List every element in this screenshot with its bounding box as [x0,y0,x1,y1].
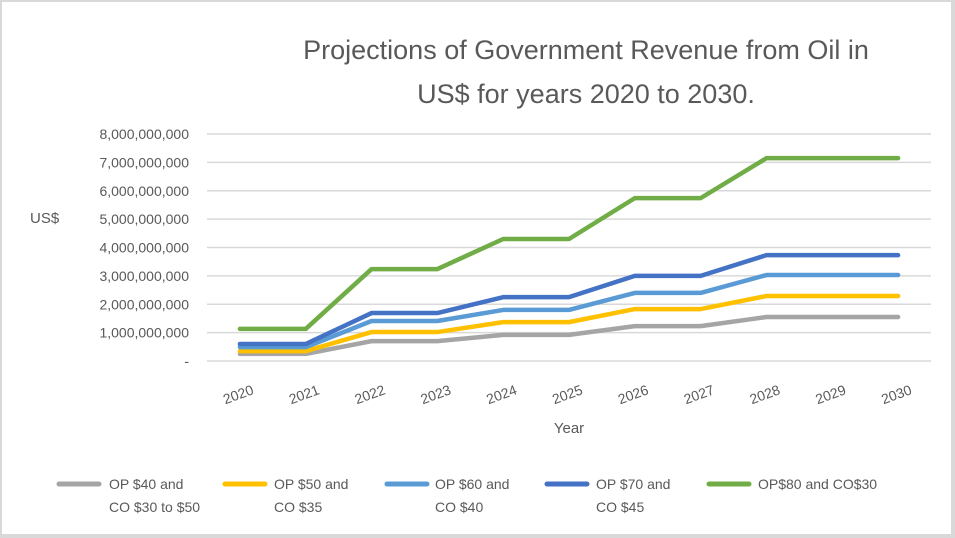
y-tick-label: 4,000,000,000 [99,240,189,256]
x-axis-title: Year [554,420,584,437]
x-tick-label: 2025 [550,381,585,407]
legend-item: OP $70 and CO $45 [544,476,670,515]
chart-title-line-1: Projections of Government Revenue from O… [303,35,869,65]
x-tick-label: 2024 [484,381,519,407]
y-tick-label: 1,000,000,000 [99,325,189,341]
y-tick-label: 3,000,000,000 [99,268,189,284]
legend-label: OP $50 and [274,476,348,492]
x-tick-label: 2029 [813,381,848,407]
series-line [237,155,901,332]
y-axis-title: US$ [30,210,60,227]
legend-label: OP $70 and [596,476,670,492]
chart-title-line-2: US$ for years 2020 to 2030. [417,79,755,109]
x-tick-label: 2028 [747,381,782,407]
legend-label: CO $40 [435,499,483,515]
y-tick-label: 6,000,000,000 [99,183,189,199]
legend-label: OP $60 and [435,476,509,492]
series-line [237,314,901,357]
x-tick-label: 2021 [287,381,322,407]
x-tick-label: 2030 [879,381,914,407]
x-tick-label: 2022 [352,381,387,407]
y-tick-label: 5,000,000,000 [99,211,189,227]
y-tick-label: 2,000,000,000 [99,296,189,312]
y-tick-label: 7,000,000,000 [99,154,189,170]
y-axis-ticks: - 1,000,000,000 2,000,000,000 3,000,000,000… [99,126,189,369]
legend-item: OP $60 and CO $40 [384,476,509,515]
x-tick-label: 2027 [682,381,717,407]
series-lines [237,155,901,357]
legend-label: CO $35 [274,499,322,515]
legend-label: CO $30 to $50 [109,499,200,515]
series-line [237,272,901,350]
x-tick-label: 2023 [418,381,453,407]
x-tick-label: 2020 [221,381,256,407]
series-line [237,252,901,347]
legend-label: OP $40 and [109,476,183,492]
x-axis-ticks: 2020 2021 2022 2023 2024 2025 2026 2027 2028 2029… [221,381,914,407]
y-tick-label: - [184,353,189,369]
legend-item: OP$80 and CO$30 [706,476,877,492]
legend-label: CO $45 [596,499,644,515]
legend-item: OP $50 and CO $35 [222,476,348,515]
gridlines [207,133,931,362]
x-tick-label: 2026 [616,381,651,407]
legend-item: OP $40 and CO $30 to $50 [56,476,200,515]
legend-label: OP$80 and CO$30 [758,476,877,492]
series-line [237,293,901,354]
y-tick-label: 8,000,000,000 [99,126,189,142]
